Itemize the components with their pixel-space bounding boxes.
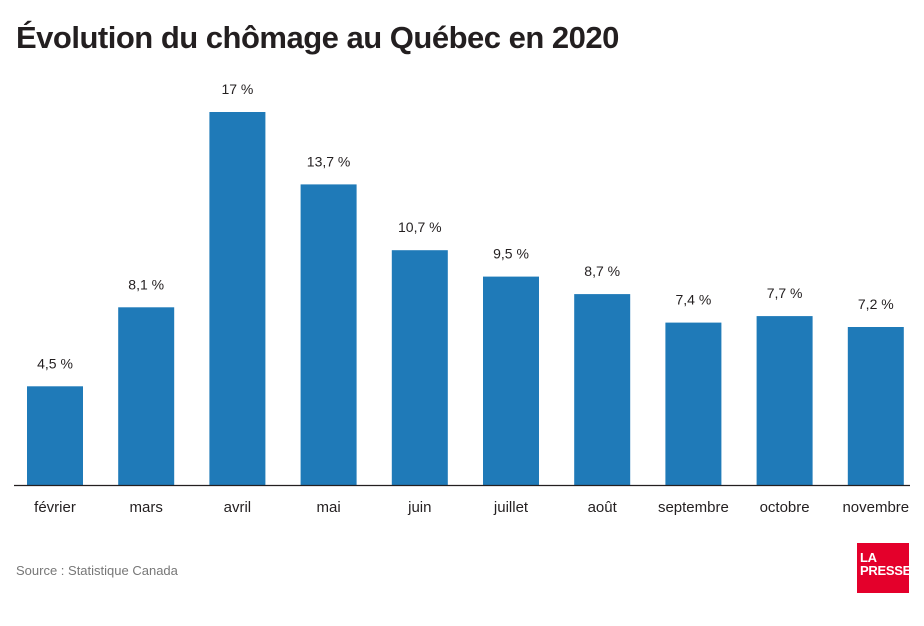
category-label-8: octobre: [760, 499, 810, 516]
bar-9: [847, 327, 904, 485]
la-presse-logo: LA PRESSE: [857, 543, 911, 593]
category-label-0: février: [34, 499, 76, 516]
value-label-9: 7,2 %: [858, 296, 894, 312]
category-label-5: juillet: [493, 499, 529, 516]
category-label-9: novembre: [842, 499, 909, 516]
value-label-3: 13,7 %: [307, 153, 351, 169]
value-label-1: 8,1 %: [128, 276, 164, 292]
value-label-6: 8,7 %: [584, 263, 620, 279]
category-label-3: mai: [317, 499, 341, 516]
logo-line-2: PRESSE: [860, 563, 911, 578]
bar-4: [391, 250, 448, 485]
value-label-0: 4,5 %: [37, 355, 73, 371]
bar-8: [756, 316, 813, 485]
bar-3: [300, 184, 357, 485]
category-label-1: mars: [130, 499, 163, 516]
value-label-4: 10,7 %: [398, 219, 442, 235]
bar-5: [483, 276, 539, 485]
value-label-7: 7,4 %: [675, 292, 711, 308]
chart-title: Évolution du chômage au Québec en 2020: [16, 20, 619, 55]
logo-line-1: LA: [860, 550, 877, 565]
bar-7: [665, 322, 722, 485]
value-label-5: 9,5 %: [493, 246, 529, 262]
source-note: Source : Statistique Canada: [16, 563, 178, 578]
category-label-7: septembre: [658, 499, 729, 516]
bar-6: [574, 294, 631, 485]
bar-0: [27, 386, 83, 485]
category-label-4: juin: [407, 499, 431, 516]
bar-1: [118, 307, 175, 485]
bar-2: [209, 112, 266, 485]
value-label-2: 17 %: [221, 81, 253, 97]
value-label-8: 7,7 %: [767, 285, 803, 301]
category-label-2: avril: [224, 499, 252, 516]
category-label-6: août: [588, 499, 618, 516]
